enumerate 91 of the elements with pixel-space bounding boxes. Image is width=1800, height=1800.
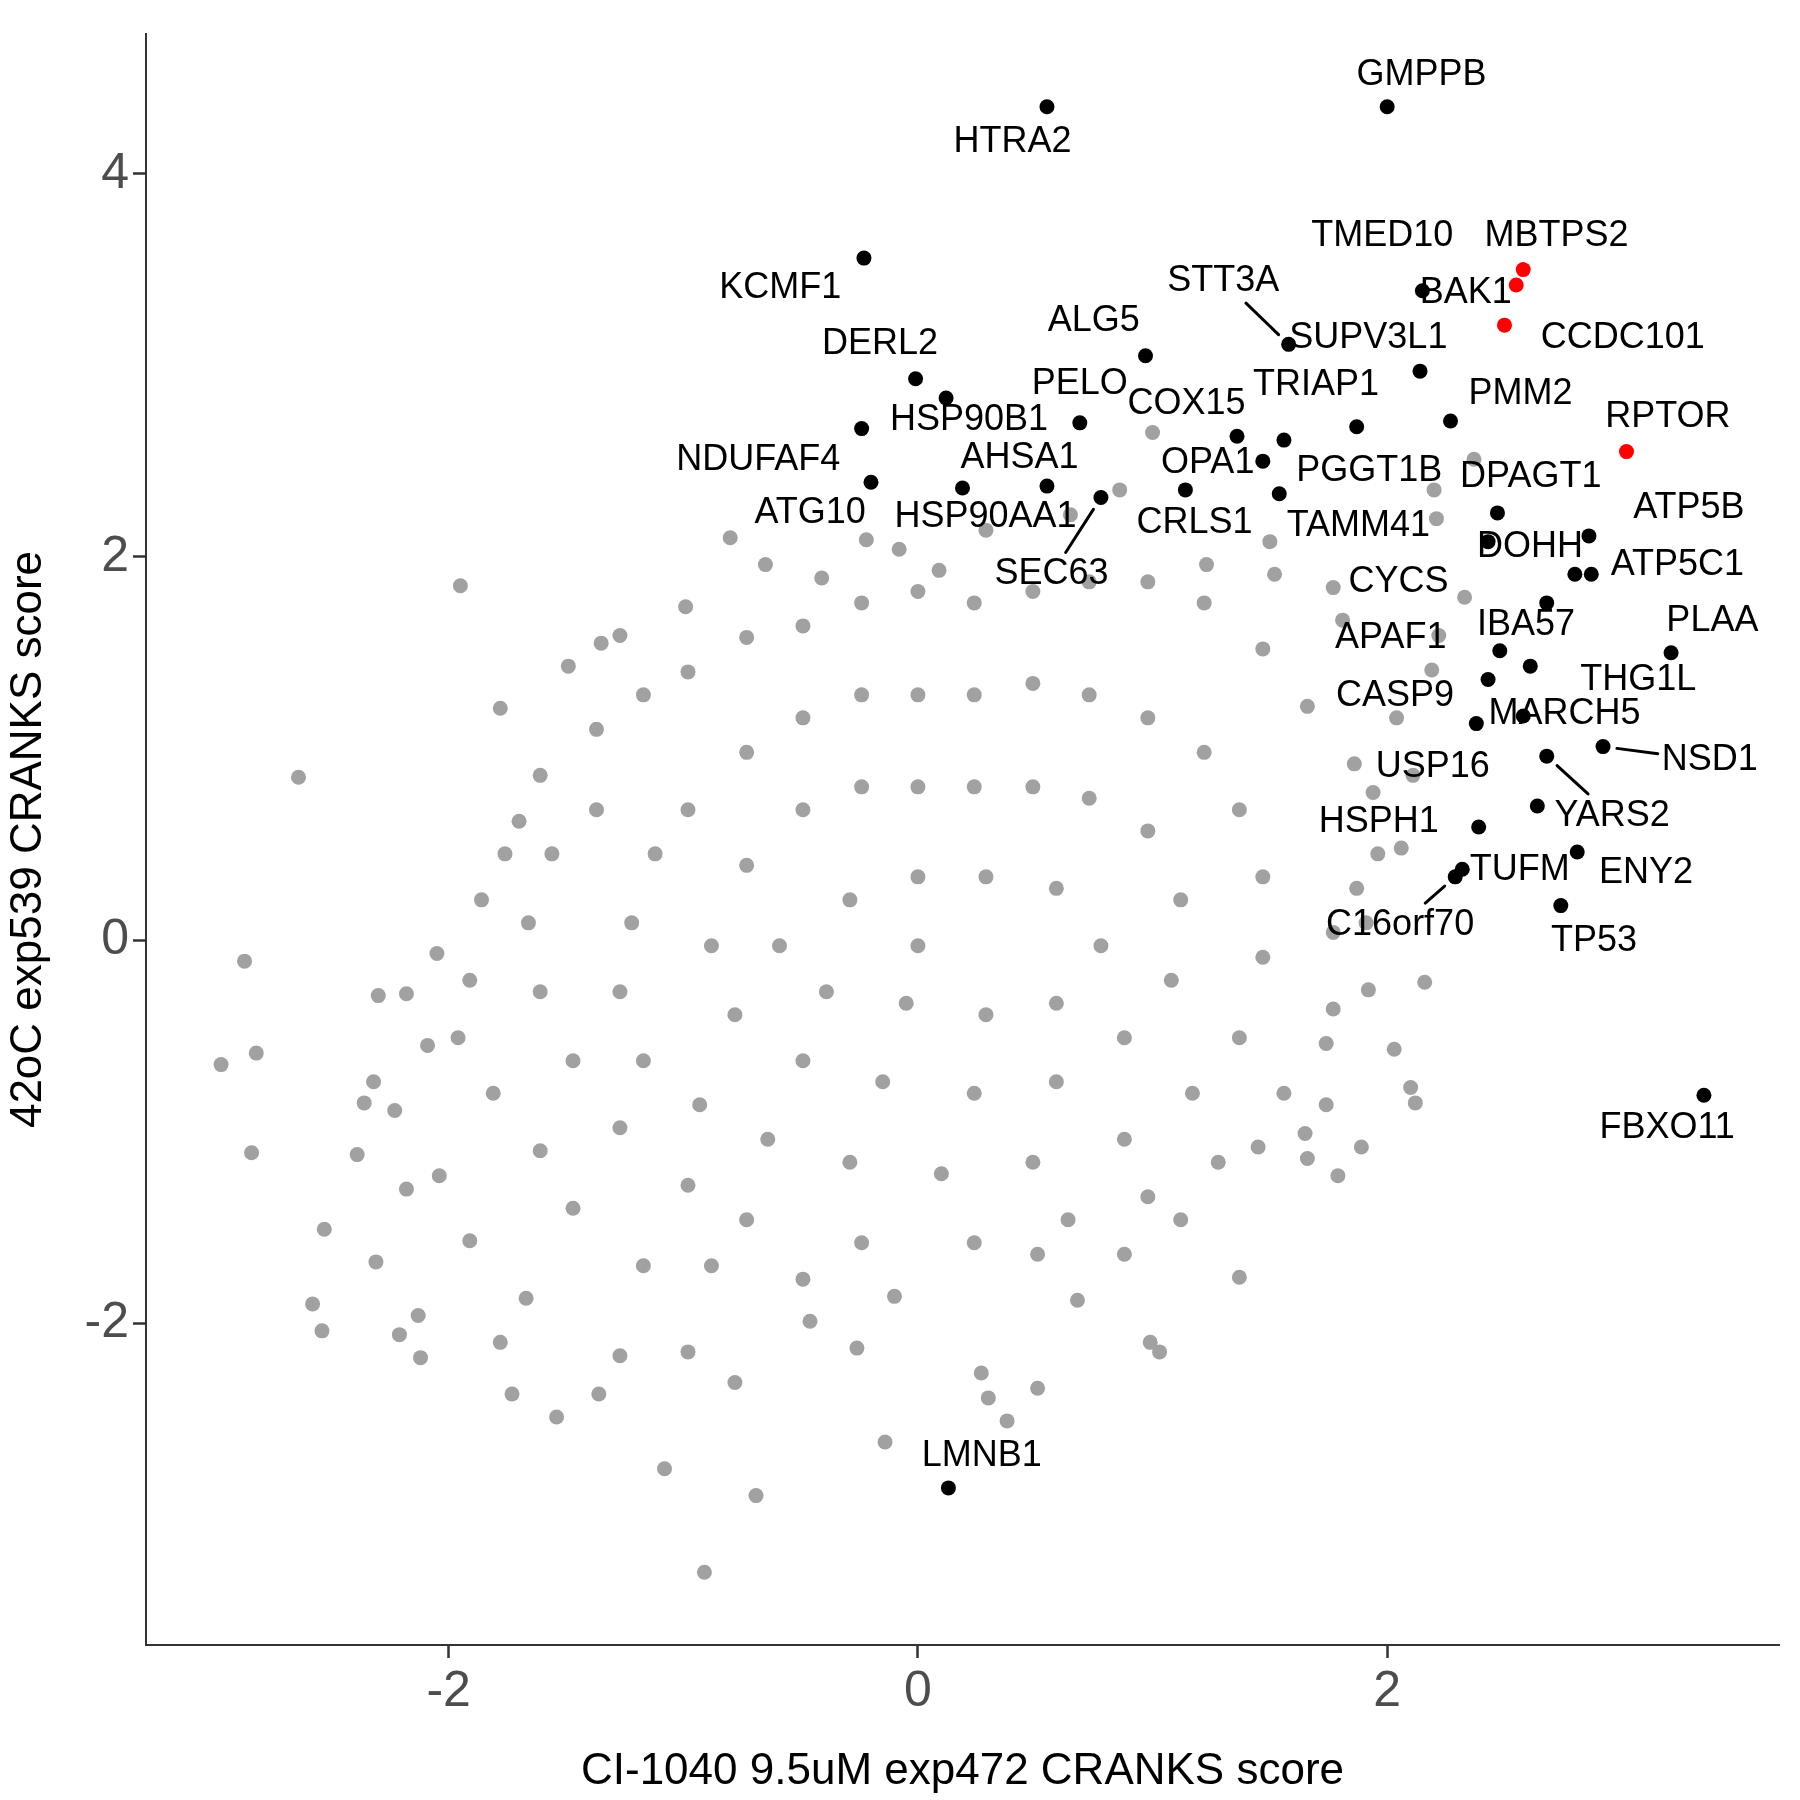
point: [1177, 482, 1193, 498]
y-tick-label: -2: [84, 1291, 129, 1348]
y-axis-title: 42oC exp539 CRANKS score: [0, 550, 50, 1129]
annotation: OPA1: [1161, 440, 1255, 482]
annotation: KCMF1: [719, 264, 842, 306]
x-tick-label: 0: [904, 1660, 932, 1717]
annotation: PLAA: [1666, 597, 1759, 639]
point: [1379, 99, 1395, 115]
point: [1412, 363, 1428, 379]
annotation: DOHH: [1477, 523, 1584, 565]
point: [1271, 486, 1287, 502]
point: [955, 480, 970, 496]
annotation: ATP5C1: [1610, 541, 1745, 583]
point: [1039, 99, 1055, 115]
annotation: IBA57: [1477, 601, 1576, 643]
y-tick-label: 4: [101, 142, 129, 199]
annotation: CRLS1: [1136, 500, 1253, 542]
annotation: DPAGT1: [1460, 454, 1602, 496]
annotation: SUPV3L1: [1289, 314, 1448, 356]
point: [1229, 428, 1245, 444]
point: [1276, 432, 1292, 448]
point: [1581, 528, 1597, 544]
x-axis-title: CI-1040 9.5uM exp472 CRANKS score: [580, 1743, 1345, 1793]
point: [1447, 869, 1463, 885]
point: [1471, 819, 1487, 835]
x-tick-label: -2: [426, 1660, 471, 1717]
annotation: CCDC101: [1540, 314, 1705, 356]
point: [854, 421, 870, 437]
annotation: TUFM: [1469, 847, 1570, 889]
annotation: ALG5: [1047, 298, 1140, 340]
point: [1496, 317, 1512, 333]
point: [1039, 478, 1055, 494]
point: [1093, 490, 1109, 506]
annotation: C16orf70: [1326, 901, 1475, 943]
point: [1553, 898, 1569, 914]
point: [1072, 415, 1088, 431]
point: [1595, 739, 1611, 755]
point: [940, 1480, 956, 1496]
annotation: TP53: [1551, 918, 1638, 960]
point: [856, 250, 872, 266]
point: [1663, 645, 1679, 661]
point: [1255, 453, 1271, 469]
annotation: DERL2: [821, 321, 939, 363]
annotation: STT3A: [1167, 258, 1280, 300]
point: [863, 474, 879, 490]
point: [1489, 505, 1505, 521]
annotation: AHSA1: [960, 435, 1079, 477]
point: [1515, 262, 1531, 278]
y-tick-label: 2: [101, 525, 129, 582]
annotation: ATG10: [754, 490, 866, 532]
point: [1529, 798, 1545, 814]
annotation: NDUFAF4: [676, 436, 841, 478]
x-tick-label: 2: [1373, 1660, 1402, 1717]
annotation: HTRA2: [953, 119, 1072, 161]
y-tick-label: 0: [101, 908, 129, 965]
annotation: TRIAP1: [1253, 361, 1380, 403]
annotation: APAF1: [1335, 615, 1447, 657]
annotation: SEC63: [994, 551, 1109, 593]
point: [1349, 419, 1365, 435]
annotation: NSD1: [1661, 737, 1758, 779]
annotation: COX15: [1127, 381, 1246, 423]
annotation: HSP90AA1: [894, 493, 1077, 535]
point: [1443, 413, 1459, 429]
point: [1618, 444, 1634, 460]
annotation: CASP9: [1336, 672, 1455, 714]
annotation: PGGT1B: [1296, 448, 1443, 490]
point: [1480, 672, 1496, 688]
point: [1696, 1087, 1712, 1103]
annotation: FBXO11: [1599, 1105, 1735, 1147]
annotation: YARS2: [1554, 792, 1670, 834]
point: [1583, 566, 1599, 582]
annotation: RPTOR: [1605, 394, 1731, 436]
point: [1567, 566, 1583, 582]
point: [1569, 844, 1585, 860]
annotation: LMNB1: [921, 1432, 1042, 1474]
annotation: HSPH1: [1318, 799, 1439, 841]
annotation: MBTPS2: [1484, 213, 1629, 255]
annotation: PMM2: [1468, 371, 1573, 413]
point: [1522, 658, 1538, 674]
annotation: TMED10: [1311, 212, 1454, 254]
annotation: GMPPB: [1356, 51, 1487, 93]
annotation: CYCS: [1348, 558, 1449, 600]
annotation: ATP5B: [1633, 485, 1745, 527]
point: [908, 371, 924, 387]
point: [1539, 748, 1555, 764]
annotation: TAMM41: [1286, 502, 1431, 544]
annotation: USP16: [1375, 744, 1490, 786]
point: [1138, 348, 1154, 364]
point: [1468, 716, 1484, 732]
point: [1492, 643, 1508, 659]
annotation: ENY2: [1599, 849, 1694, 891]
